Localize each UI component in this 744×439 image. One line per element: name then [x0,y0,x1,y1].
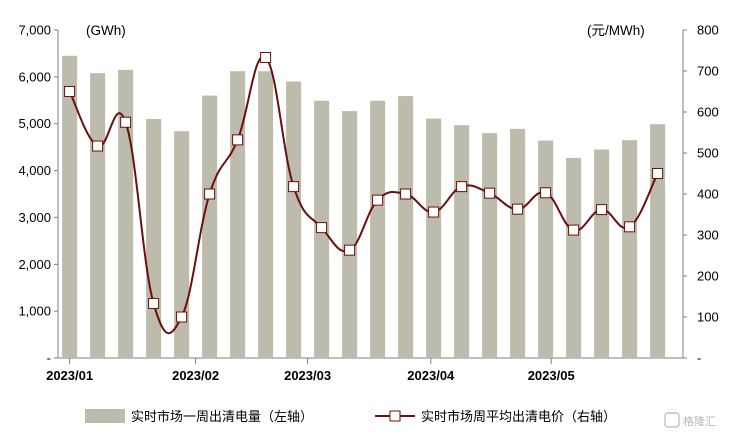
x-tick-label: 2023/02 [172,368,219,383]
x-tick-label: 2023/04 [407,368,455,383]
line-point-marker [176,311,188,323]
left-tick-label: - [47,351,51,366]
line-point-marker [260,51,272,63]
line-series [64,51,664,335]
right-tick-label: 300 [697,228,719,243]
bar-series [62,55,666,359]
watermark-text: 格隆汇 [683,414,716,428]
watermark: 格隆汇 [664,412,716,428]
legend-bar-label: 实时市场一周出清电量（左轴） [131,409,313,425]
legend: 实时市场一周出清电量（左轴） 实时市场周平均出清电价（右轴） [85,409,616,425]
x-tick-label: 2023/03 [284,368,331,383]
bar [622,140,638,358]
bar [426,118,442,358]
line-point-marker [652,168,664,179]
legend-bar-swatch [85,409,125,423]
line-point-marker [288,181,300,193]
bar [482,133,498,358]
line-point-marker [456,181,468,193]
line-point-marker [372,194,384,206]
x-tick-label: 2023/05 [528,368,575,383]
line-point-marker [568,224,580,236]
bar [174,131,190,358]
left-axis-unit: (GWh) [86,23,126,38]
legend-line-label: 实时市场周平均出清电价（右轴） [421,409,616,425]
bar [398,96,414,358]
line-point-marker [120,116,132,128]
line-point-marker [540,187,552,199]
line-point-marker [400,188,412,200]
watermark-logo-icon [664,412,680,428]
line-point-marker [428,206,440,218]
line-point-marker [204,188,216,200]
right-tick-label: 400 [697,187,719,202]
left-tick-label: 2,000 [18,257,51,272]
right-tick-label: 500 [697,146,719,161]
bar [62,55,78,359]
bar [538,140,554,358]
bar [146,119,162,359]
bar [454,125,470,359]
bar [258,71,274,358]
left-tick-label: 4,000 [18,163,51,178]
right-axis-unit: (元/MWh) [587,23,645,38]
bar [650,124,666,358]
right-tick-label: 700 [697,64,719,79]
line-point-marker [596,204,608,216]
line-point-marker [92,140,104,152]
line-point-marker [344,244,356,256]
line-point-marker [232,134,244,146]
bar [594,149,610,358]
right-tick-label: - [697,351,701,366]
bar [230,71,246,358]
bar [118,69,134,358]
bar [342,111,358,358]
line-point-marker [64,86,76,97]
left-tick-label: 7,000 [18,23,51,38]
left-tick-label: 6,000 [18,69,51,84]
line-point-marker [512,203,524,215]
bar [510,128,526,358]
left-tick-label: 5,000 [18,116,51,131]
right-tick-label: 200 [697,269,719,284]
left-tick-label: 3,000 [18,210,51,225]
line-point-marker [624,221,636,233]
line-point-marker [148,297,160,309]
right-tick-label: 800 [697,23,719,38]
axis-labels: - 1,000 2,000 3,000 4,000 5,000 6,000 7,000 - 100… [18,23,718,384]
line-point-marker [316,222,328,234]
bar [90,73,106,358]
legend-line-marker [389,410,401,422]
right-tick-label: 600 [697,105,719,120]
bar [286,81,302,359]
line-point-marker [484,187,496,199]
left-tick-label: 1,000 [18,304,51,319]
x-tick-label: 2023/01 [46,368,93,383]
bar [202,95,218,358]
bar [370,100,386,359]
right-tick-label: 100 [697,310,719,325]
bar [566,157,582,358]
